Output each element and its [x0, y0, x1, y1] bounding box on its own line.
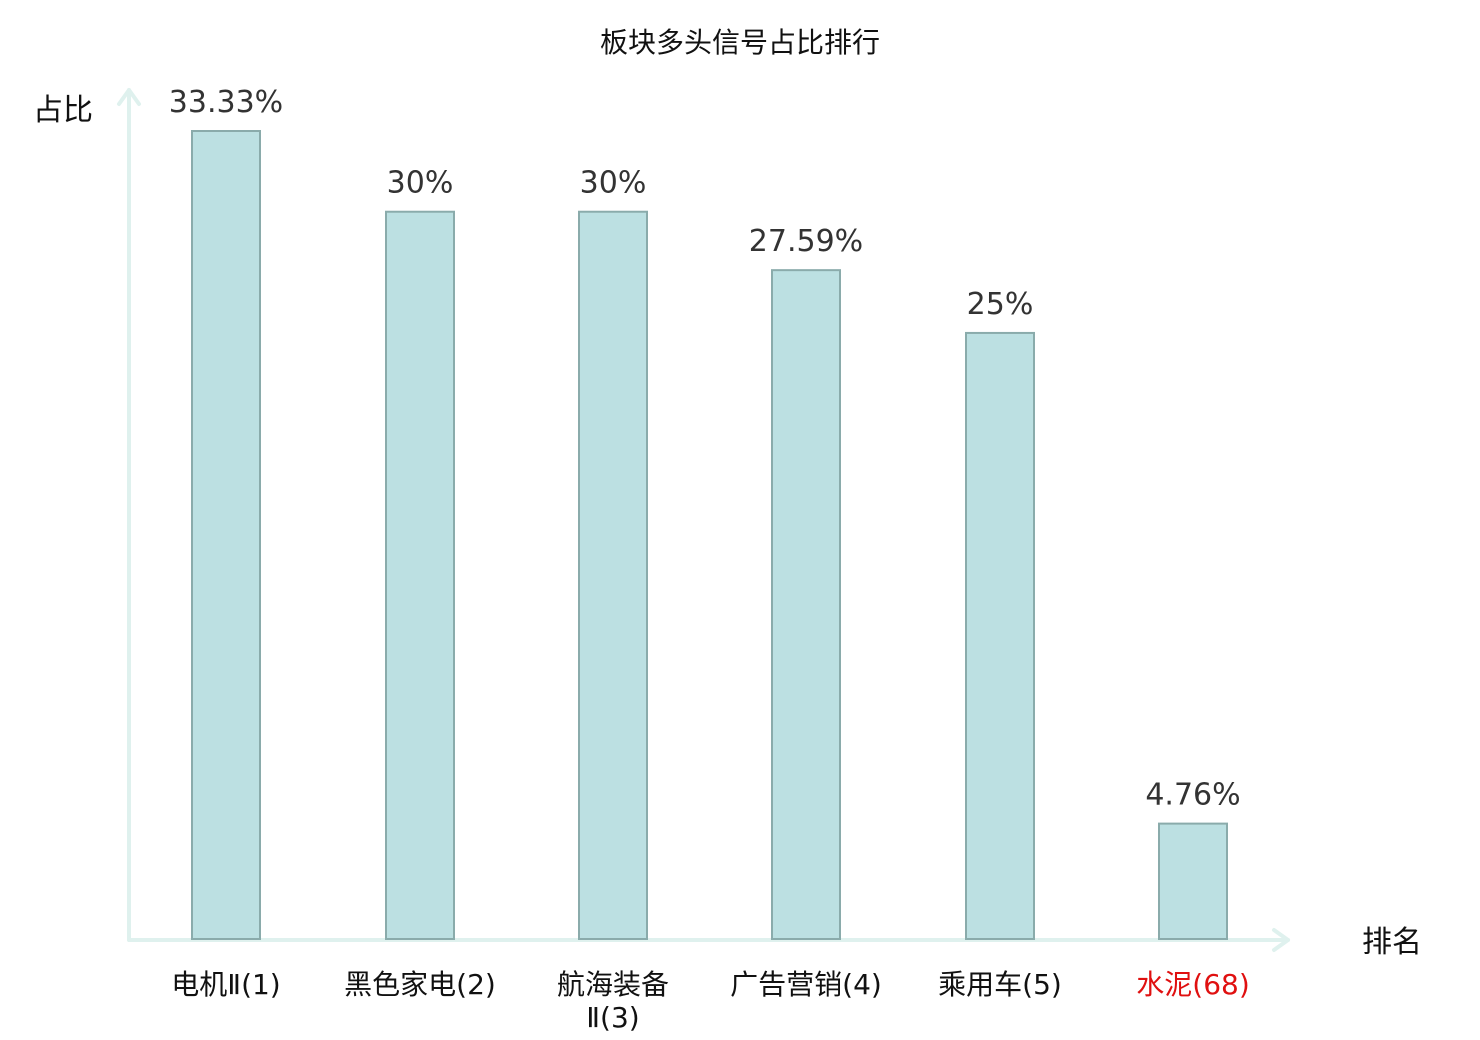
category-name-1: 电机Ⅱ: [171, 968, 241, 1001]
x-axis-arrowhead: [1272, 928, 1290, 952]
category-label-2: 黑色家电(2): [344, 968, 496, 1001]
category-rank-4: (4): [842, 968, 882, 1001]
value-label-1: 33.33%: [169, 85, 283, 120]
category-name-4: 广告营销: [730, 968, 842, 1001]
y-axis-label: 占比: [33, 93, 93, 128]
category-rank-1: (1): [241, 968, 281, 1001]
value-label-6: 4.76%: [1145, 778, 1240, 813]
category-rank-3: (3): [600, 1001, 640, 1034]
category-rank-2: (2): [456, 968, 496, 1001]
category-name-5: 乘用车: [938, 968, 1022, 1001]
value-label-2: 30%: [387, 166, 454, 201]
bar-5: [965, 331, 1035, 940]
category-rank-6: (68): [1192, 968, 1249, 1001]
value-label-3: 30%: [580, 166, 647, 201]
category-label-3: 航海装备 Ⅱ(3): [557, 968, 669, 1034]
bars-group: [191, 130, 1228, 941]
chart-title: 板块多头信号占比排行: [600, 26, 880, 59]
bar-6: [1158, 822, 1228, 941]
x-axis-label: 排名: [1362, 925, 1422, 960]
bar-1: [191, 130, 261, 940]
value-labels-group: 33.33% 30% 30% 27.59% 25% 4.76%: [169, 85, 1241, 813]
category-rank-5: (5): [1022, 968, 1062, 1001]
category-label-4: 广告营销(4): [730, 968, 882, 1001]
bar-3: [578, 210, 648, 940]
category-labels-group: 电机Ⅱ(1) 黑色家电(2) 航海装备 Ⅱ(3) 广告营销(4) 乘用车(5) 水泥(68): [171, 968, 1249, 1034]
value-label-4: 27.59%: [749, 224, 863, 259]
category-name-3-line1: 航海装备: [557, 968, 669, 1001]
category-name-6: 水泥: [1136, 968, 1192, 1001]
category-name-2: 黑色家电: [344, 968, 456, 1001]
category-label-1: 电机Ⅱ(1): [171, 968, 280, 1001]
value-label-5: 25%: [967, 287, 1034, 322]
bar-4: [771, 269, 841, 941]
bar-2: [385, 210, 455, 940]
category-label-5: 乘用车(5): [938, 968, 1062, 1001]
category-name-3-line2: Ⅱ: [586, 1001, 600, 1034]
category-label-6: 水泥(68): [1136, 968, 1250, 1001]
